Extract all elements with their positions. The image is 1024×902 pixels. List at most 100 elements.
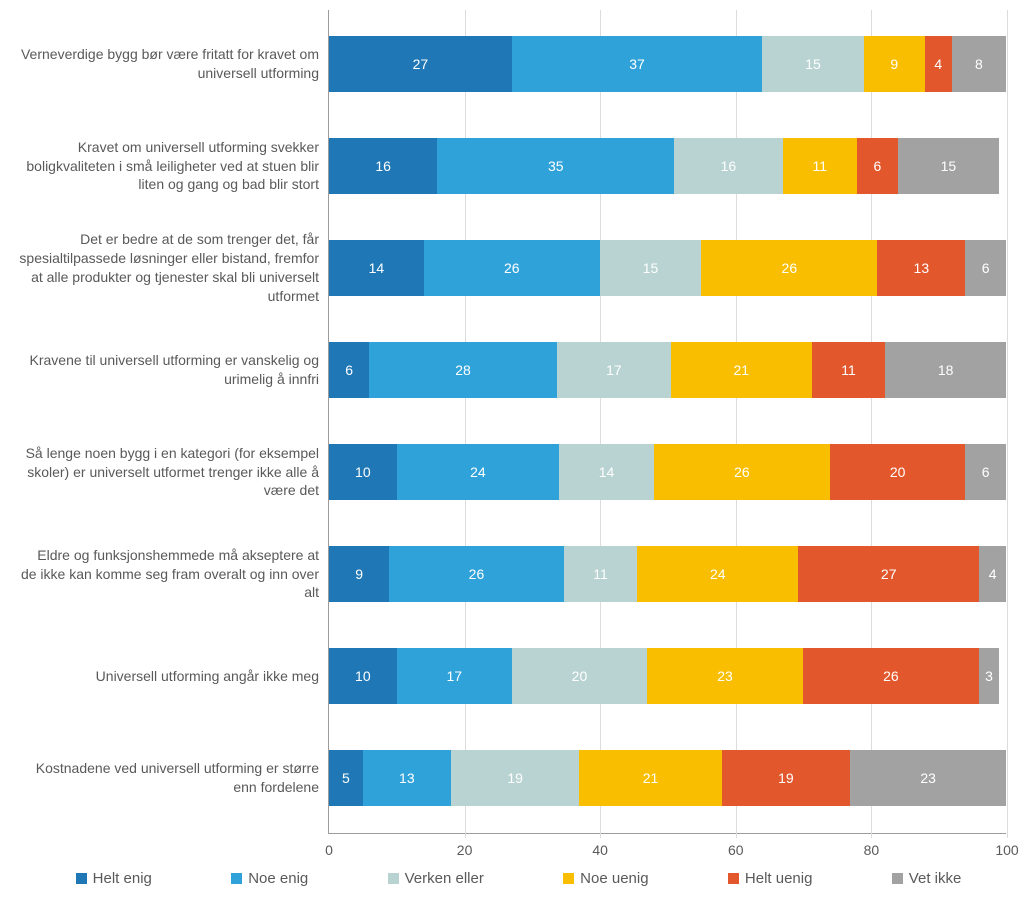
bar-segment-noe_uenig: 9 xyxy=(864,36,925,92)
bar-segment-noe_uenig: 21 xyxy=(579,750,721,806)
bar-segment-helt_enig: 14 xyxy=(329,240,424,296)
bar-segment-verken: 11 xyxy=(564,546,638,602)
bar-segment-vet_ikke: 4 xyxy=(979,546,1006,602)
bar-track: 273715948 xyxy=(329,36,1006,92)
x-tick-label: 60 xyxy=(728,842,744,858)
bar-group: Verneverdige bygg bør være fritatt for k… xyxy=(329,36,1006,92)
legend-swatch xyxy=(231,873,242,884)
bar-segment-helt_uenig: 20 xyxy=(830,444,965,500)
bar-segment-vet_ikke: 3 xyxy=(979,648,999,704)
legend: Helt enig Noe enig Verken eller Noe uenig He… xyxy=(36,870,1001,887)
x-tick-label: 0 xyxy=(325,842,333,858)
x-tick-label: 40 xyxy=(592,842,608,858)
gridline xyxy=(465,10,466,838)
bar-segment-vet_ikke: 8 xyxy=(952,36,1006,92)
bar-segment-verken: 19 xyxy=(451,750,580,806)
legend-item-helt_enig: Helt enig xyxy=(76,870,152,887)
legend-swatch xyxy=(388,873,399,884)
bar-group: Det er bedre at de som trenger det, får … xyxy=(329,240,1006,296)
bar-track: 62817211118 xyxy=(329,342,1006,398)
bar-segment-helt_uenig: 13 xyxy=(877,240,965,296)
bar-track: 16351611615 xyxy=(329,138,1006,194)
bar-segment-helt_uenig: 11 xyxy=(812,342,886,398)
category-label: Kostnadene ved universell utforming er s… xyxy=(19,759,329,797)
bar-segment-helt_enig: 6 xyxy=(329,342,369,398)
category-label: Det er bedre at de som trenger det, får … xyxy=(19,230,329,306)
bar-segment-noe_enig: 26 xyxy=(389,546,563,602)
bar-segment-verken: 14 xyxy=(559,444,654,500)
bar-segment-helt_uenig: 4 xyxy=(925,36,952,92)
legend-item-noe_enig: Noe enig xyxy=(231,870,308,887)
bar-segment-helt_enig: 10 xyxy=(329,648,397,704)
bar-segment-vet_ikke: 23 xyxy=(850,750,1006,806)
stacked-bar-chart: 0 20 40 60 80 100 Verneverdige bygg bør være f… xyxy=(0,0,1024,902)
bar-segment-noe_uenig: 21 xyxy=(671,342,812,398)
bar-segment-noe_enig: 26 xyxy=(424,240,600,296)
bar-segment-noe_enig: 35 xyxy=(437,138,674,194)
x-tick-label: 80 xyxy=(864,842,880,858)
bar-segment-helt_uenig: 6 xyxy=(857,138,898,194)
bar-segment-vet_ikke: 6 xyxy=(965,240,1006,296)
plot-area: 020406080100Verneverdige bygg bør være f… xyxy=(328,10,1006,834)
bar-group: Kravet om universell utforming svekker b… xyxy=(329,138,1006,194)
bar-segment-noe_enig: 28 xyxy=(369,342,557,398)
bar-segment-noe_uenig: 11 xyxy=(783,138,857,194)
gridline xyxy=(736,10,737,838)
bar-segment-noe_uenig: 24 xyxy=(637,546,798,602)
category-label: Eldre og funksjonshemmede må akseptere a… xyxy=(19,546,329,603)
category-label: Universell utforming angår ikke meg xyxy=(19,667,329,686)
bar-segment-verken: 16 xyxy=(674,138,782,194)
category-label: Kravet om universell utforming svekker b… xyxy=(19,138,329,195)
legend-item-helt_uenig: Helt uenig xyxy=(728,870,813,887)
bar-segment-noe_uenig: 26 xyxy=(701,240,877,296)
bar-segment-helt_enig: 5 xyxy=(329,750,363,806)
bar-track: 51319211923 xyxy=(329,750,1006,806)
bar-segment-verken: 17 xyxy=(557,342,671,398)
legend-item-noe_uenig: Noe uenig xyxy=(563,870,648,887)
gridline xyxy=(871,10,872,838)
legend-swatch xyxy=(728,873,739,884)
bar-track: 9261124274 xyxy=(329,546,1006,602)
bar-segment-vet_ikke: 6 xyxy=(965,444,1006,500)
bar-group: Eldre og funksjonshemmede må akseptere a… xyxy=(329,546,1006,602)
legend-label: Noe enig xyxy=(248,870,308,887)
bar-segment-helt_uenig: 26 xyxy=(803,648,979,704)
category-label: Kravene til universell utforming er vans… xyxy=(19,351,329,389)
bar-segment-helt_enig: 27 xyxy=(329,36,512,92)
legend-swatch xyxy=(892,873,903,884)
bar-segment-helt_uenig: 19 xyxy=(722,750,851,806)
x-tick-label: 100 xyxy=(995,842,1018,858)
legend-item-vet_ikke: Vet ikke xyxy=(892,870,962,887)
bar-segment-noe_enig: 24 xyxy=(397,444,559,500)
bar-group: Kostnadene ved universell utforming er s… xyxy=(329,750,1006,806)
legend-item-verken: Verken eller xyxy=(388,870,484,887)
bar-group: Så lenge noen bygg i en kategori (for ek… xyxy=(329,444,1006,500)
legend-label: Vet ikke xyxy=(909,870,962,887)
bar-track: 14261526136 xyxy=(329,240,1006,296)
bar-track: 10172023263 xyxy=(329,648,1006,704)
bar-segment-vet_ikke: 18 xyxy=(885,342,1006,398)
gridline xyxy=(1007,10,1008,838)
bar-segment-noe_enig: 37 xyxy=(512,36,762,92)
bar-segment-verken: 20 xyxy=(512,648,647,704)
bar-segment-noe_uenig: 26 xyxy=(654,444,830,500)
bar-segment-noe_uenig: 23 xyxy=(647,648,803,704)
gridline xyxy=(600,10,601,838)
legend-label: Helt uenig xyxy=(745,870,813,887)
category-label: Verneverdige bygg bør være fritatt for k… xyxy=(19,45,329,83)
bar-group: Universell utforming angår ikke meg10172… xyxy=(329,648,1006,704)
bar-segment-helt_enig: 9 xyxy=(329,546,389,602)
bar-segment-helt_enig: 16 xyxy=(329,138,437,194)
category-label: Så lenge noen bygg i en kategori (for ek… xyxy=(19,444,329,501)
bar-segment-verken: 15 xyxy=(600,240,702,296)
legend-swatch xyxy=(76,873,87,884)
legend-label: Noe uenig xyxy=(580,870,648,887)
bar-group: Kravene til universell utforming er vans… xyxy=(329,342,1006,398)
legend-label: Verken eller xyxy=(405,870,484,887)
bar-segment-noe_enig: 13 xyxy=(363,750,451,806)
bar-track: 10241426206 xyxy=(329,444,1006,500)
legend-label: Helt enig xyxy=(93,870,152,887)
legend-swatch xyxy=(563,873,574,884)
bar-segment-vet_ikke: 15 xyxy=(898,138,1000,194)
bar-segment-noe_enig: 17 xyxy=(397,648,512,704)
